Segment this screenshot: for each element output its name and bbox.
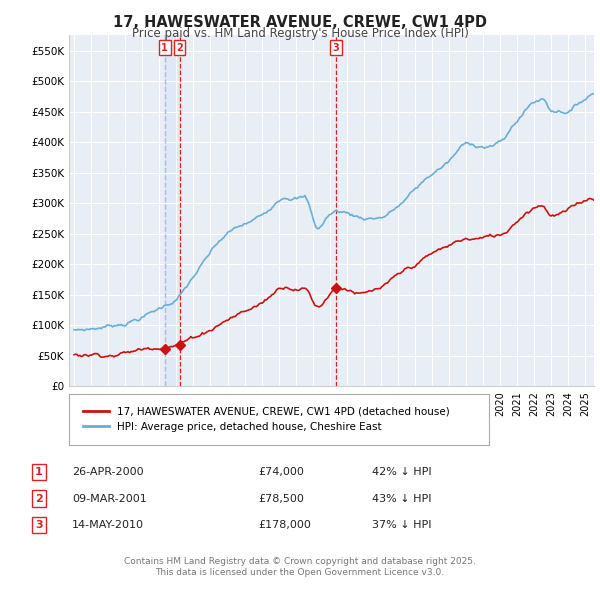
Text: £178,000: £178,000 [258, 520, 311, 530]
Legend: 17, HAWESWATER AVENUE, CREWE, CW1 4PD (detached house), HPI: Average price, deta: 17, HAWESWATER AVENUE, CREWE, CW1 4PD (d… [79, 403, 454, 436]
Text: £78,500: £78,500 [258, 494, 304, 503]
Text: Price paid vs. HM Land Registry's House Price Index (HPI): Price paid vs. HM Land Registry's House … [131, 27, 469, 40]
Text: 3: 3 [35, 520, 43, 530]
Text: 14-MAY-2010: 14-MAY-2010 [72, 520, 144, 530]
Bar [165, 35, 179, 386]
Text: 2: 2 [35, 494, 43, 503]
Text: 17, HAWESWATER AVENUE, CREWE, CW1 4PD: 17, HAWESWATER AVENUE, CREWE, CW1 4PD [113, 15, 487, 30]
Text: 26-APR-2000: 26-APR-2000 [72, 467, 143, 477]
Text: 09-MAR-2001: 09-MAR-2001 [72, 494, 147, 503]
Text: 43% ↓ HPI: 43% ↓ HPI [372, 494, 431, 503]
Text: 3: 3 [333, 42, 340, 53]
Text: 1: 1 [35, 467, 43, 477]
Text: 37% ↓ HPI: 37% ↓ HPI [372, 520, 431, 530]
Text: £74,000: £74,000 [258, 467, 304, 477]
Text: 2: 2 [176, 42, 183, 53]
Text: 1: 1 [161, 42, 168, 53]
Text: 42% ↓ HPI: 42% ↓ HPI [372, 467, 431, 477]
Text: Contains HM Land Registry data © Crown copyright and database right 2025.: Contains HM Land Registry data © Crown c… [124, 558, 476, 566]
Text: This data is licensed under the Open Government Licence v3.0.: This data is licensed under the Open Gov… [155, 568, 445, 577]
